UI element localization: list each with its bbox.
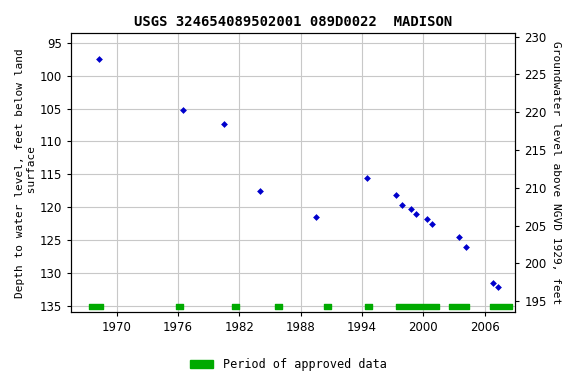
- Legend: Period of approved data: Period of approved data: [185, 354, 391, 376]
- Point: [462, 243, 471, 250]
- Point: [494, 284, 503, 290]
- Point: [454, 234, 464, 240]
- Title: USGS 324654089502001 089D0022  MADISON: USGS 324654089502001 089D0022 MADISON: [134, 15, 452, 29]
- Point: [363, 175, 372, 181]
- Point: [255, 188, 264, 194]
- Point: [407, 206, 416, 212]
- Point: [312, 214, 321, 220]
- Point: [397, 202, 407, 208]
- Point: [219, 121, 229, 127]
- Y-axis label: Groundwater level above NGVD 1929, feet: Groundwater level above NGVD 1929, feet: [551, 41, 561, 304]
- Point: [391, 192, 400, 199]
- Point: [427, 220, 436, 227]
- Point: [95, 56, 104, 62]
- Point: [422, 216, 431, 222]
- Point: [488, 280, 498, 286]
- Point: [179, 107, 188, 113]
- Point: [412, 211, 421, 217]
- Y-axis label: Depth to water level, feet below land
 surface: Depth to water level, feet below land su…: [15, 48, 37, 298]
